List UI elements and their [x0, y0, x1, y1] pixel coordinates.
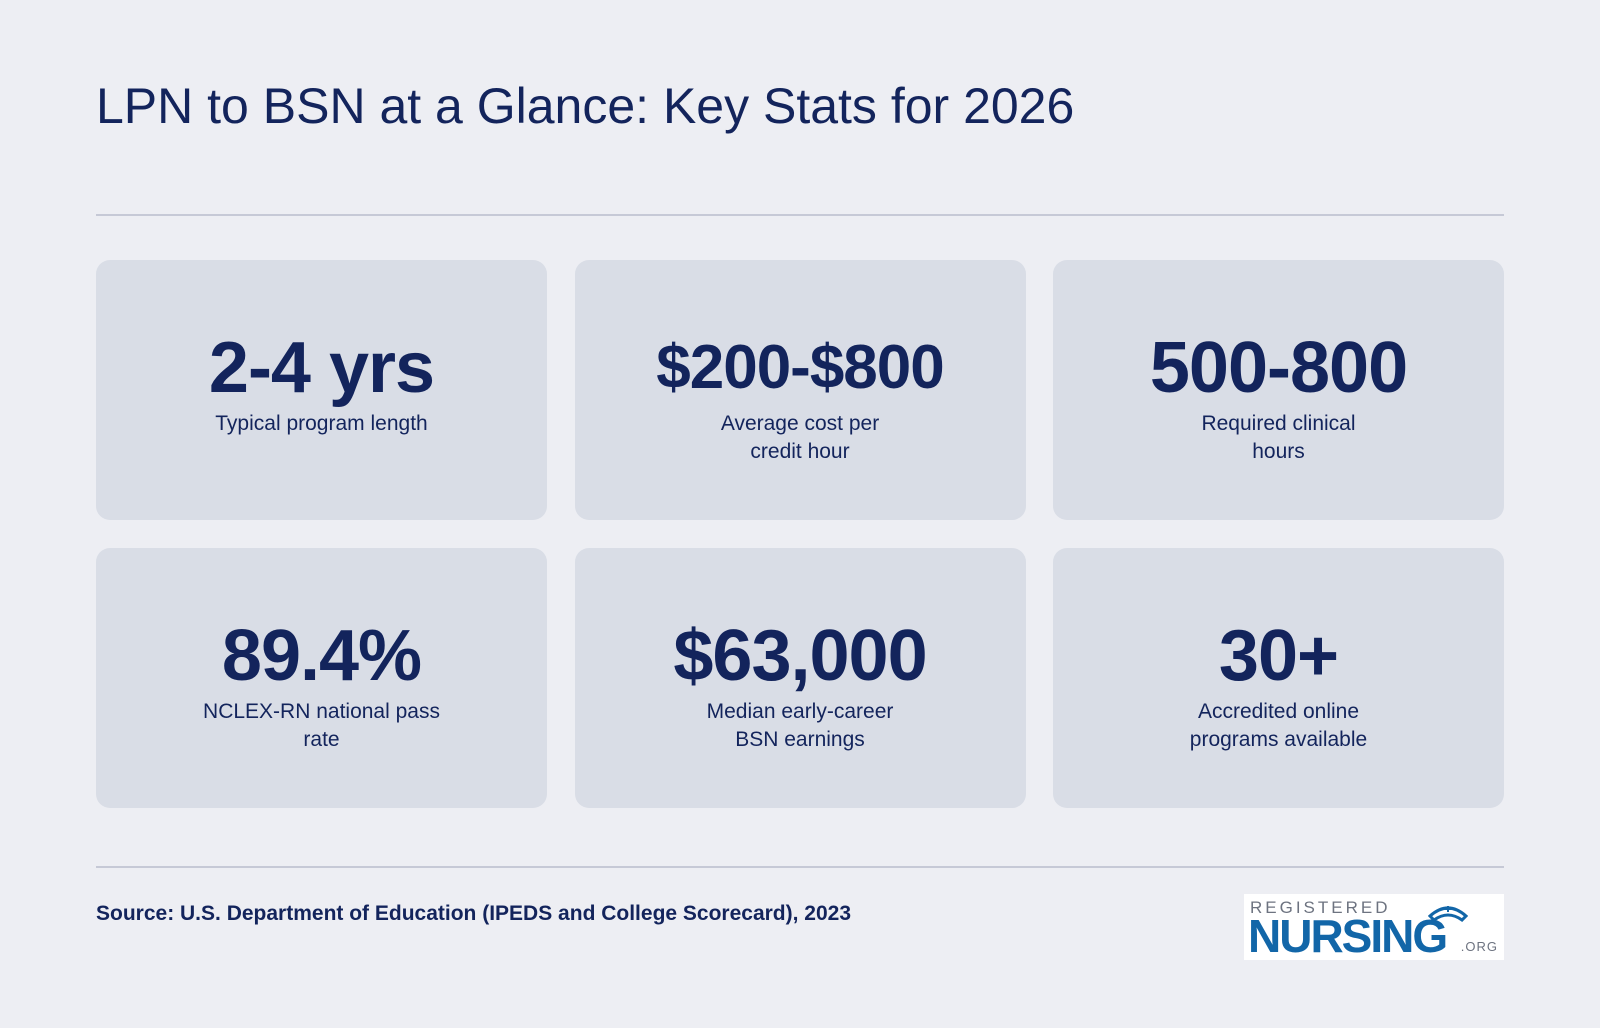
stat-value: 500-800 — [1149, 328, 1408, 408]
source-citation: Source: U.S. Department of Education (IP… — [96, 902, 852, 925]
stat-label: Required clinical hours — [1201, 412, 1356, 463]
logo-main-text: NURSING — [1248, 910, 1448, 962]
top-divider — [96, 214, 1504, 216]
bottom-divider — [96, 866, 1504, 868]
stat-value: $200-$800 — [656, 333, 944, 402]
stat-card-program-length: 2-4 yrs Typical program length — [96, 260, 547, 520]
nurse-cap-icon — [1428, 906, 1468, 922]
stat-value: 89.4% — [221, 616, 422, 696]
stats-grid: 2-4 yrs Typical program length $200-$800… — [96, 260, 1504, 808]
stat-label: Average cost per credit hour — [720, 412, 880, 463]
stat-card-cost-per-credit: $200-$800 Average cost per credit hour — [574, 260, 1026, 520]
stat-label: Median early-career BSN earnings — [706, 700, 894, 751]
stat-label: Typical program length — [215, 412, 428, 435]
stat-value: $63,000 — [673, 616, 927, 696]
stat-label: NCLEX-RN national pass rate — [203, 700, 440, 751]
logo-suffix-text: .ORG — [1460, 939, 1498, 954]
registered-nursing-logo[interactable]: REGISTERED NURSING .ORG — [1244, 894, 1504, 960]
stat-value: 30+ — [1218, 616, 1339, 696]
stat-card-pass-rate: 89.4% NCLEX-RN national pass rate — [96, 548, 547, 808]
logo-top-text: REGISTERED — [1250, 898, 1391, 917]
stat-card-clinical-hours: 500-800 Required clinical hours — [1053, 260, 1504, 520]
stat-value: 2-4 yrs — [208, 328, 435, 408]
stat-card-earnings: $63,000 Median early-career BSN earnings — [574, 548, 1026, 808]
stat-label: Accredited online programs available — [1189, 700, 1368, 751]
stat-card-online-programs: 30+ Accredited online programs available — [1053, 548, 1504, 808]
page-title: LPN to BSN at a Glance: Key Stats for 20… — [96, 78, 1075, 134]
